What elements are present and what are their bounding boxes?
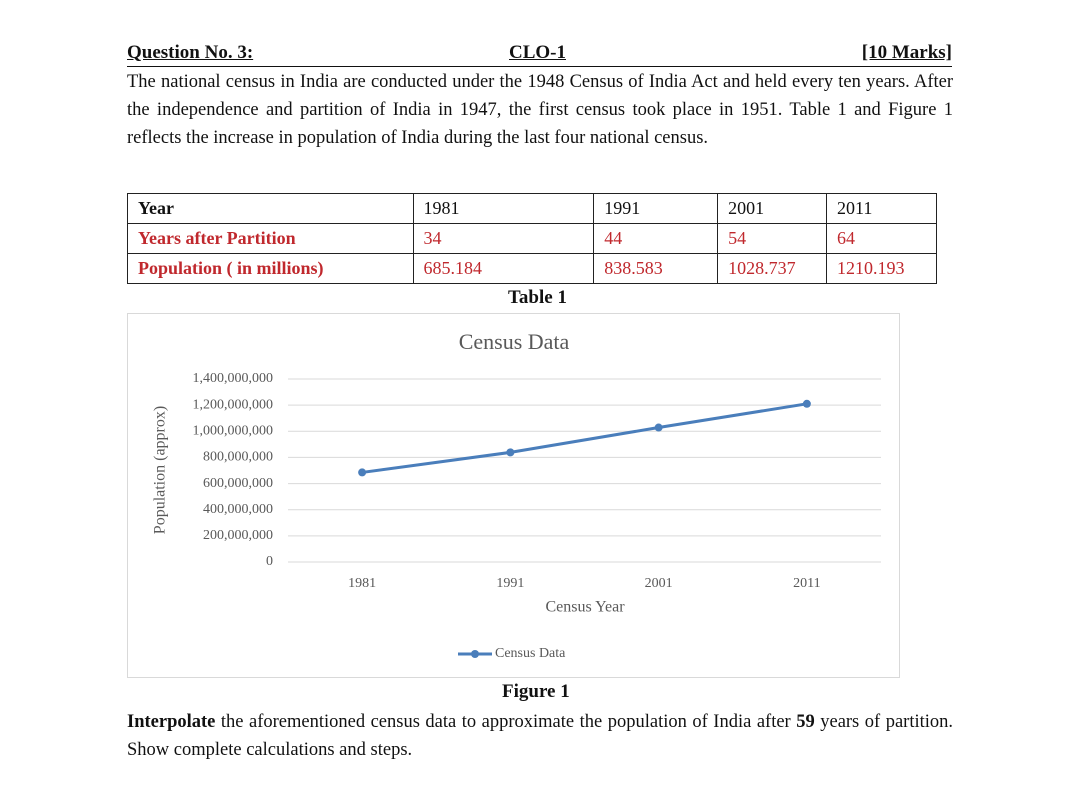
y-tick-label: 1,200,000,000 <box>193 397 274 412</box>
census-table: Year 1981 1991 2001 2011 Years after Partitio… <box>127 193 937 284</box>
table-cell: 54 <box>717 223 828 254</box>
task-text: years of partition. Show complete calcul… <box>127 712 953 760</box>
point <box>802 399 811 408</box>
x-tick-label: 2011 <box>793 576 820 591</box>
table-row: Year 1981 1991 2001 2011 <box>127 193 937 224</box>
table-cell: 1991 <box>593 193 719 224</box>
table-cell: Population ( in millions) <box>127 253 414 284</box>
x-tick-label: 1981 <box>348 576 376 591</box>
x-tick-label: 1991 <box>496 576 524 591</box>
legend-swatch <box>471 650 479 658</box>
point <box>358 468 367 477</box>
y-tick-label: 1,400,000,000 <box>193 371 274 386</box>
table-cell: 64 <box>826 223 937 254</box>
table-caption: Table 1 <box>508 287 567 308</box>
y-tick-label: 200,000,000 <box>203 528 273 543</box>
question-header: Question No. 3: CLO-1 [10 Marks] <box>127 42 952 67</box>
task-paragraph: Interpolate the aforementioned census da… <box>127 708 953 764</box>
point <box>506 448 515 457</box>
y-tick-label: 800,000,000 <box>203 450 273 465</box>
table-cell: Year <box>127 193 414 224</box>
table-cell: 1028.737 <box>717 253 828 284</box>
table-cell: 34 <box>412 223 595 254</box>
chart-title: Census Data <box>459 329 570 354</box>
x-axis-label: Census Year <box>545 599 625 616</box>
task-bold: 59 <box>796 712 815 732</box>
table-cell: 838.583 <box>593 253 719 284</box>
table-cell: 1981 <box>412 193 595 224</box>
table-cell: 2011 <box>826 193 937 224</box>
task-bold: Interpolate <box>127 712 216 732</box>
task-text: the aforementioned census data to approx… <box>215 712 797 732</box>
y-tick-label: 600,000,000 <box>203 476 273 491</box>
table-cell: 44 <box>593 223 719 254</box>
intro-paragraph: The national census in India are conduct… <box>127 72 953 148</box>
chart: Census Data Census Year Population (appr… <box>127 313 900 678</box>
table-cell: 1210.193 <box>826 253 937 284</box>
y-tick-label: 1,000,000,000 <box>193 424 274 439</box>
y-axis-label: Population (approx) <box>152 406 169 534</box>
table-row: Years after Partition 34 44 54 64 <box>127 223 937 254</box>
marks: [10 Marks] <box>861 42 952 63</box>
point <box>654 423 663 432</box>
table-cell: Years after Partition <box>127 223 414 254</box>
y-tick-label: 0 <box>266 554 273 569</box>
clo: CLO-1 <box>509 42 566 63</box>
x-tick-label: 2001 <box>645 576 673 591</box>
legend-label: Census Data <box>495 646 566 661</box>
table-row: Population ( in millions) 685.184 838.583 1… <box>127 253 937 284</box>
figure-caption: Figure 1 <box>502 681 570 702</box>
y-tick-label: 400,000,000 <box>203 502 273 517</box>
line <box>361 402 808 474</box>
table-cell: 685.184 <box>412 253 595 284</box>
table-cell: 2001 <box>717 193 828 224</box>
question-number: Question No. 3: <box>127 42 254 63</box>
